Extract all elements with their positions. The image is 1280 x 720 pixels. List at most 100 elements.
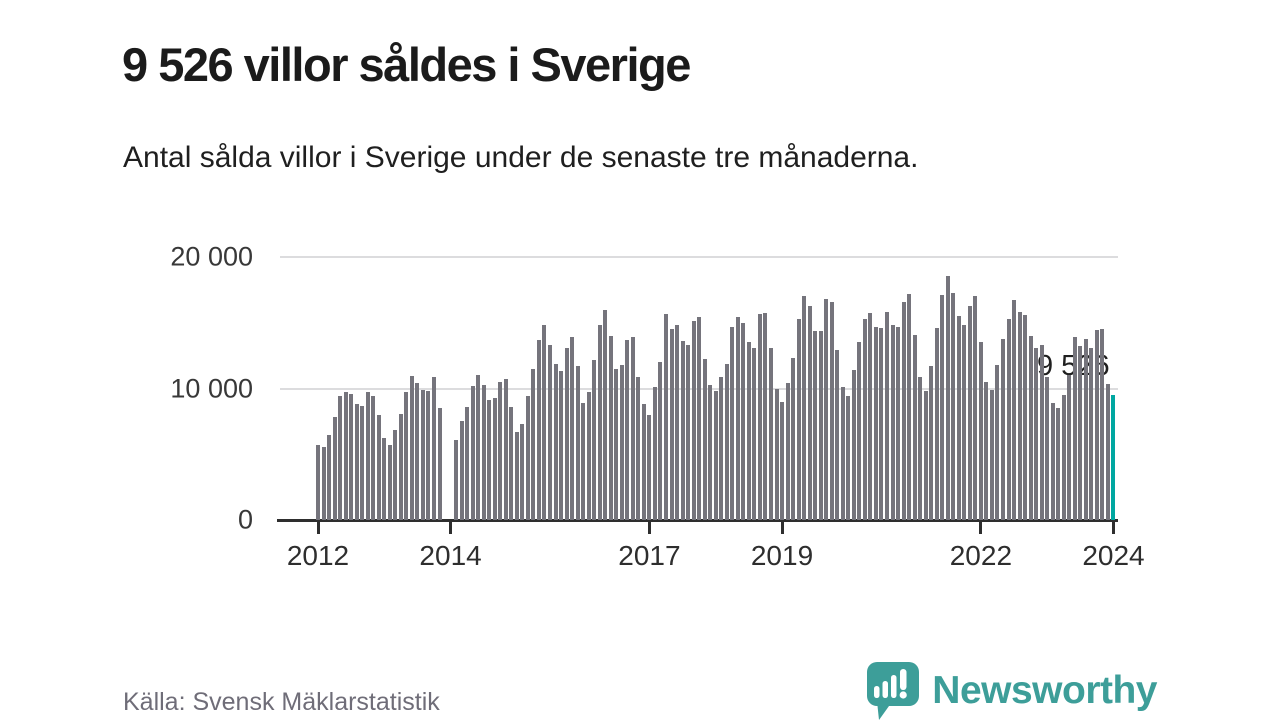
bar [857,341,862,520]
bar [481,385,486,520]
bar [840,387,845,520]
bar [376,414,381,520]
bar [697,316,702,520]
x-axis-tick-label: 2017 [618,540,681,571]
bar [829,302,834,520]
bar [409,376,414,520]
highlighted-bar [1111,394,1116,520]
bar [597,324,602,520]
y-axis-tick-label: 10 000 [170,373,253,403]
bar [327,435,332,520]
bar [625,339,630,520]
bar [343,392,348,520]
bar [929,366,934,520]
bar [1089,348,1094,520]
x-axis-tick [647,521,651,534]
bar [559,370,564,520]
bar [1061,395,1066,520]
bar [536,339,541,520]
bar [652,386,657,520]
newsworthy-brand: Newsworthy [866,662,1157,720]
bar [846,395,851,520]
bar [879,328,884,520]
bar [978,342,983,520]
bar [708,385,713,520]
bar [796,318,801,520]
bar [1094,329,1099,520]
bar [686,345,691,520]
bar [1028,335,1033,520]
bar [454,440,459,520]
bar [349,394,354,520]
bar [603,309,608,520]
bar [415,382,420,520]
y-axis-tick-label: 20 000 [170,241,253,272]
bar [918,376,923,520]
bar [702,358,707,520]
bar [592,360,597,520]
bar [1072,337,1077,520]
bar [691,320,696,520]
bar [487,400,492,520]
bar [890,325,895,520]
bar [807,306,812,520]
y-axis-tick-label: 0 [237,504,253,535]
x-axis-tick-label: 2014 [419,540,482,571]
bar [542,325,547,520]
chart-subtitle: Antal sålda villor i Sverige under de se… [123,141,919,174]
x-axis-tick [449,521,453,534]
bar [1078,345,1083,520]
bar [1006,318,1011,520]
bar [465,406,470,520]
bar [1000,338,1005,520]
bar [669,328,674,520]
x-axis-tick [780,521,784,534]
x-axis-tick [316,521,320,534]
bar [365,392,370,520]
bar [420,390,425,520]
bar [459,421,464,520]
bar [995,365,1000,520]
bar [1023,314,1028,520]
bar [868,312,873,520]
bar [680,340,685,520]
bar [730,326,735,520]
x-axis-tick-label: 2024 [1082,540,1145,571]
bar [735,317,740,520]
bar [724,363,729,520]
bar [1067,375,1072,520]
bar [575,366,580,520]
bar [476,374,481,520]
bar [658,362,663,520]
bar [581,402,586,520]
bar [470,385,475,520]
bar [531,368,536,520]
bar [741,322,746,520]
bar [1034,348,1039,520]
bar [1017,312,1022,520]
bar [934,328,939,520]
bar [940,295,945,520]
bar [785,383,790,520]
bar [1056,407,1061,520]
bar [813,331,818,520]
bar [791,358,796,520]
bar [619,365,624,520]
bar [514,431,519,520]
bar [719,376,724,520]
bar [835,349,840,520]
bar [962,325,967,520]
bar [780,401,785,520]
bar [984,381,989,520]
bar [498,381,503,520]
bar [437,407,442,520]
source-note: Källa: Svensk Mäklarstatistik [123,688,440,716]
bar [387,445,392,520]
bar [664,313,669,520]
bar [873,326,878,520]
bar [426,391,431,520]
bar [746,342,751,520]
bar [774,388,779,520]
bar [675,325,680,520]
bar [912,335,917,520]
